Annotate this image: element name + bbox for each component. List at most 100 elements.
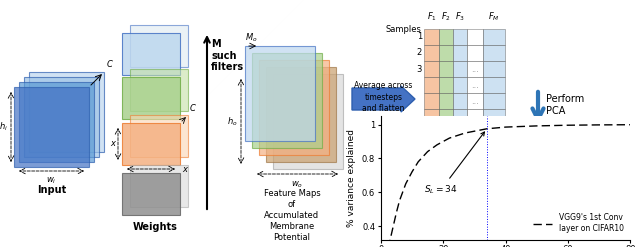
Bar: [424, 189, 439, 205]
Bar: [439, 189, 453, 205]
Text: ...: ...: [471, 144, 479, 153]
Bar: [424, 61, 439, 77]
Bar: [130, 25, 188, 67]
Bar: [467, 29, 483, 45]
Bar: [453, 45, 467, 61]
Bar: [24, 77, 99, 157]
Y-axis label: % variance explained: % variance explained: [348, 129, 356, 227]
Bar: [439, 93, 453, 109]
Text: ...: ...: [471, 64, 479, 74]
Text: n: n: [417, 208, 422, 218]
Bar: [453, 141, 467, 157]
Bar: [19, 82, 94, 162]
Text: .: .: [492, 128, 496, 138]
Text: 1: 1: [417, 33, 422, 41]
Text: ...: ...: [471, 97, 479, 105]
Text: $h_o$: $h_o$: [227, 115, 238, 128]
Bar: [483, 157, 505, 173]
Bar: [483, 45, 505, 61]
Bar: [439, 205, 453, 221]
Bar: [273, 74, 343, 169]
Bar: [467, 157, 483, 173]
Bar: [424, 157, 439, 173]
Bar: [14, 87, 89, 167]
Bar: [424, 109, 439, 125]
Bar: [439, 125, 453, 141]
Text: C: C: [107, 60, 113, 69]
Bar: [439, 77, 453, 93]
Bar: [453, 109, 467, 125]
Text: ...: ...: [471, 161, 479, 169]
Text: $F_3$: $F_3$: [455, 11, 465, 23]
Bar: [453, 125, 467, 141]
Text: $F_1$: $F_1$: [426, 11, 436, 23]
Bar: [130, 165, 188, 207]
Bar: [483, 109, 505, 125]
Bar: [424, 125, 439, 141]
Bar: [483, 77, 505, 93]
Bar: [467, 125, 483, 141]
Bar: [483, 29, 505, 45]
Bar: [483, 125, 505, 141]
Text: x: x: [182, 165, 187, 173]
Bar: [453, 205, 467, 221]
Bar: [252, 53, 322, 148]
Bar: [122, 123, 180, 165]
Bar: [424, 93, 439, 109]
Bar: [467, 77, 483, 93]
Bar: [453, 77, 467, 93]
Text: .: .: [458, 128, 462, 138]
Bar: [29, 72, 104, 152]
Text: $F_2$: $F_2$: [441, 11, 451, 23]
Text: Weights: Weights: [132, 222, 177, 232]
Text: $h_i$: $h_i$: [0, 121, 8, 133]
Bar: [453, 189, 467, 205]
Bar: [439, 141, 453, 157]
Text: $w_o$: $w_o$: [291, 179, 303, 189]
Bar: [467, 109, 483, 125]
Bar: [130, 115, 188, 157]
Bar: [424, 141, 439, 157]
Bar: [483, 205, 505, 221]
Bar: [483, 61, 505, 77]
Text: $w_i$: $w_i$: [46, 176, 57, 186]
Bar: [424, 77, 439, 93]
Text: $M_o$: $M_o$: [245, 32, 257, 44]
Bar: [439, 61, 453, 77]
Text: M
such
filters: M such filters: [211, 39, 244, 72]
Bar: [259, 60, 329, 155]
Text: ...: ...: [471, 177, 479, 185]
Bar: [483, 141, 505, 157]
Bar: [439, 109, 453, 125]
Text: 3: 3: [417, 64, 422, 74]
Bar: [467, 173, 483, 189]
Bar: [467, 61, 483, 77]
Text: ...: ...: [471, 128, 479, 138]
Bar: [266, 67, 336, 162]
Bar: [439, 173, 453, 189]
Text: Input: Input: [37, 185, 66, 195]
Bar: [122, 77, 180, 119]
Bar: [467, 93, 483, 109]
Text: 2: 2: [417, 48, 422, 58]
Bar: [424, 205, 439, 221]
Text: .: .: [429, 128, 433, 138]
Bar: [453, 157, 467, 173]
Bar: [453, 29, 467, 45]
Bar: [130, 69, 188, 111]
Text: $F_M$: $F_M$: [488, 11, 500, 23]
Text: ...: ...: [471, 112, 479, 122]
Text: .: .: [444, 128, 448, 138]
Bar: [453, 173, 467, 189]
Bar: [467, 205, 483, 221]
Text: Samples: Samples: [385, 25, 421, 34]
Text: ...: ...: [471, 81, 479, 89]
Bar: [439, 29, 453, 45]
Bar: [439, 157, 453, 173]
Bar: [483, 93, 505, 109]
Bar: [453, 93, 467, 109]
Text: x: x: [110, 140, 115, 148]
Bar: [467, 141, 483, 157]
Text: $S_L=34$: $S_L=34$: [424, 132, 484, 196]
Bar: [424, 29, 439, 45]
